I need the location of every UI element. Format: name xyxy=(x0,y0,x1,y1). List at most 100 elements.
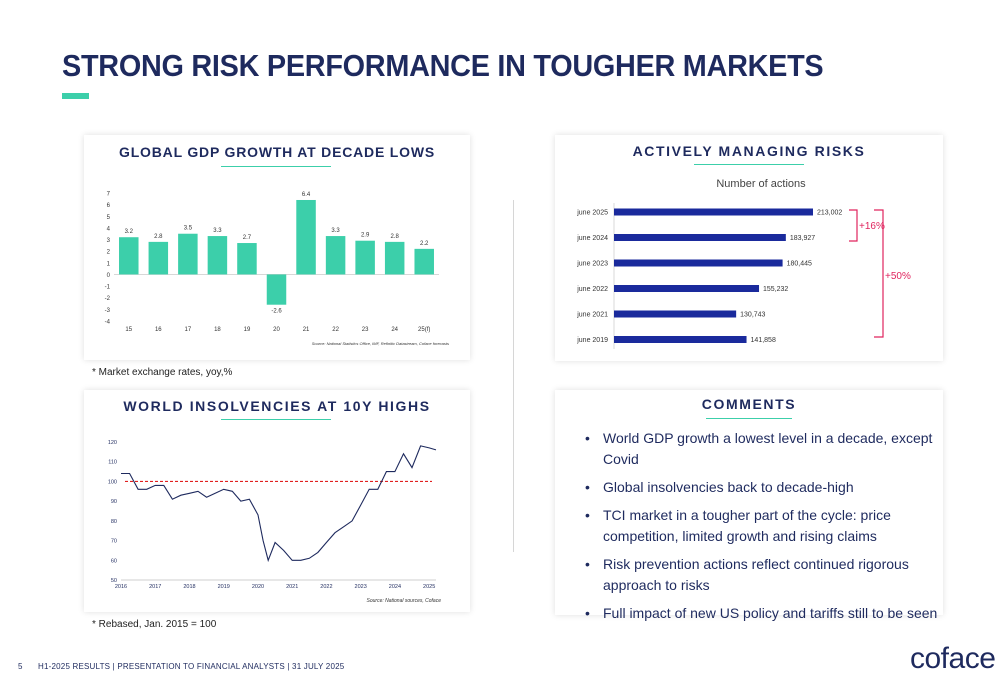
risk-data-label: 130,743 xyxy=(740,312,765,319)
gdp-x-tick-label: 19 xyxy=(244,327,251,333)
gdp-y-tick-label: 6 xyxy=(107,203,111,209)
gdp-y-tick-label: 3 xyxy=(107,238,111,244)
gdp-card-title: GLOBAL GDP GROWTH AT DECADE LOWS xyxy=(119,144,435,160)
insolvency-card: WORLD INSOLVENCIES AT 10Y HIGHS 120 110 10… xyxy=(84,390,470,612)
ins-y-tick-label: 80 xyxy=(111,519,117,525)
title-accent-bar xyxy=(62,93,89,99)
gdp-title-rule xyxy=(221,166,331,167)
gdp-bar xyxy=(384,241,405,275)
comments-title-rule xyxy=(706,418,792,419)
gdp-x-tick-label: 15 xyxy=(125,327,132,333)
gdp-source-note: Source: National Statistics Office, IMF,… xyxy=(312,341,449,346)
gdp-x-tick-label: 20 xyxy=(273,327,280,333)
gdp-x-tick-label: 18 xyxy=(214,327,221,333)
insolvency-card-title: WORLD INSOLVENCIES AT 10Y HIGHS xyxy=(123,398,431,414)
gdp-x-tick-label: 23 xyxy=(362,327,369,333)
ins-x-tick-label: 2023 xyxy=(355,584,367,590)
risk-bar xyxy=(614,259,783,267)
gdp-y-tick-label: -1 xyxy=(105,285,111,291)
gdp-data-label: 2.8 xyxy=(391,234,400,240)
risk-category-label: june 2025 xyxy=(576,210,608,217)
gdp-data-label: 3.3 xyxy=(213,228,222,234)
gdp-y-tick-label: -2 xyxy=(105,296,111,302)
ins-y-tick-label: 70 xyxy=(111,539,117,545)
gdp-data-label: 2.2 xyxy=(420,241,429,247)
gdp-bar xyxy=(178,233,198,275)
footer-text: H1-2025 RESULTS | PRESENTATION TO FINANC… xyxy=(38,662,345,671)
comments-card-title: COMMENTS xyxy=(701,396,797,412)
comment-item: World GDP growth a lowest level in a dec… xyxy=(583,428,943,470)
risk-data-label: 180,445 xyxy=(787,261,812,268)
risk-data-label: 141,858 xyxy=(751,337,776,344)
gdp-bar xyxy=(237,243,257,275)
risk-bar xyxy=(614,234,786,241)
ins-y-tick-label: 60 xyxy=(111,558,117,564)
gdp-y-tick-label: 4 xyxy=(107,226,111,232)
gdp-bar xyxy=(355,240,375,275)
gdp-data-label: 2.9 xyxy=(361,233,370,239)
comments-list: World GDP growth a lowest level in a dec… xyxy=(583,428,943,631)
gdp-data-label: 6.4 xyxy=(302,192,311,198)
ins-x-tick-label: 2021 xyxy=(286,584,298,590)
risk-management-card: ACTIVELY MANAGING RISKS Number of action… xyxy=(555,135,943,361)
gdp-y-tick-label: -3 xyxy=(105,308,111,314)
risk-title-rule xyxy=(694,164,804,165)
gdp-x-tick-label: 21 xyxy=(303,327,310,333)
gdp-growth-chart: 76543210-1-2-3-43.2152.8163.5173.3182.71… xyxy=(105,192,449,347)
gdp-bar xyxy=(296,199,316,275)
gdp-x-tick-label: 16 xyxy=(155,327,162,333)
risk-bar xyxy=(614,285,760,292)
gdp-x-tick-label: 24 xyxy=(391,327,398,333)
risk-bracket-16 xyxy=(849,209,858,242)
gdp-footnote: * Market exchange rates, yoy,% xyxy=(92,367,233,378)
ins-source-note: Source: National sources, Coface xyxy=(367,598,442,604)
risk-category-label: june 2024 xyxy=(576,235,608,242)
gdp-x-tick-label: 17 xyxy=(185,327,192,333)
ins-y-tick-label: 90 xyxy=(111,499,117,505)
gdp-y-tick-label: 0 xyxy=(107,273,111,279)
comment-item: Full impact of new US policy and tariffs… xyxy=(583,603,943,624)
comment-item: Risk prevention actions reflect continue… xyxy=(583,554,943,596)
ins-x-tick-label: 2024 xyxy=(389,584,401,590)
insolvency-footnote: * Rebased, Jan. 2015 = 100 xyxy=(92,619,217,630)
risk-annotation-50: +50% xyxy=(885,271,911,282)
page-number: 5 xyxy=(18,662,23,671)
risk-bar xyxy=(614,336,747,343)
risk-card-title: ACTIVELY MANAGING RISKS xyxy=(632,143,866,159)
gdp-x-tick-label: 25(f) xyxy=(418,327,430,333)
comment-item: Global insolvencies back to decade-high xyxy=(583,477,943,498)
gdp-bar xyxy=(414,248,434,275)
insolvency-title-rule xyxy=(221,419,331,420)
ins-y-tick-label: 120 xyxy=(108,440,117,446)
gdp-y-tick-label: 1 xyxy=(107,261,111,267)
risk-category-label: june 2019 xyxy=(576,337,608,344)
ins-series-line xyxy=(121,445,437,563)
risk-data-label: 183,927 xyxy=(790,235,815,242)
gdp-data-label: 2.8 xyxy=(154,234,163,240)
risk-chart-subtitle: Number of actions xyxy=(716,178,806,190)
gdp-bar xyxy=(148,241,169,275)
risk-annotation-16: +16% xyxy=(859,221,885,232)
gdp-data-label: 3.2 xyxy=(125,229,134,235)
gdp-y-tick-label: 2 xyxy=(107,250,111,256)
ins-x-tick-label: 2020 xyxy=(252,584,264,590)
ins-y-tick-label: 110 xyxy=(108,460,117,466)
ins-y-tick-label: 100 xyxy=(108,479,117,485)
risk-bracket-50 xyxy=(874,209,884,338)
gdp-y-tick-label: 5 xyxy=(107,215,111,221)
ins-x-tick-label: 2025 xyxy=(423,584,435,590)
slide-title: STRONG RISK PERFORMANCE IN TOUGHER MARKE… xyxy=(62,48,824,83)
ins-x-tick-label: 2019 xyxy=(218,584,230,590)
gdp-bar xyxy=(266,274,287,305)
gdp-y-tick-label: -4 xyxy=(105,320,111,326)
gdp-bar xyxy=(119,237,139,275)
risk-bar xyxy=(614,208,813,216)
ins-x-tick-label: 2018 xyxy=(183,584,195,590)
gdp-bar xyxy=(325,236,346,275)
risk-category-label: june 2022 xyxy=(576,286,608,293)
gdp-data-label: 3.3 xyxy=(331,228,340,234)
ins-y-tick-label: 50 xyxy=(111,578,117,584)
